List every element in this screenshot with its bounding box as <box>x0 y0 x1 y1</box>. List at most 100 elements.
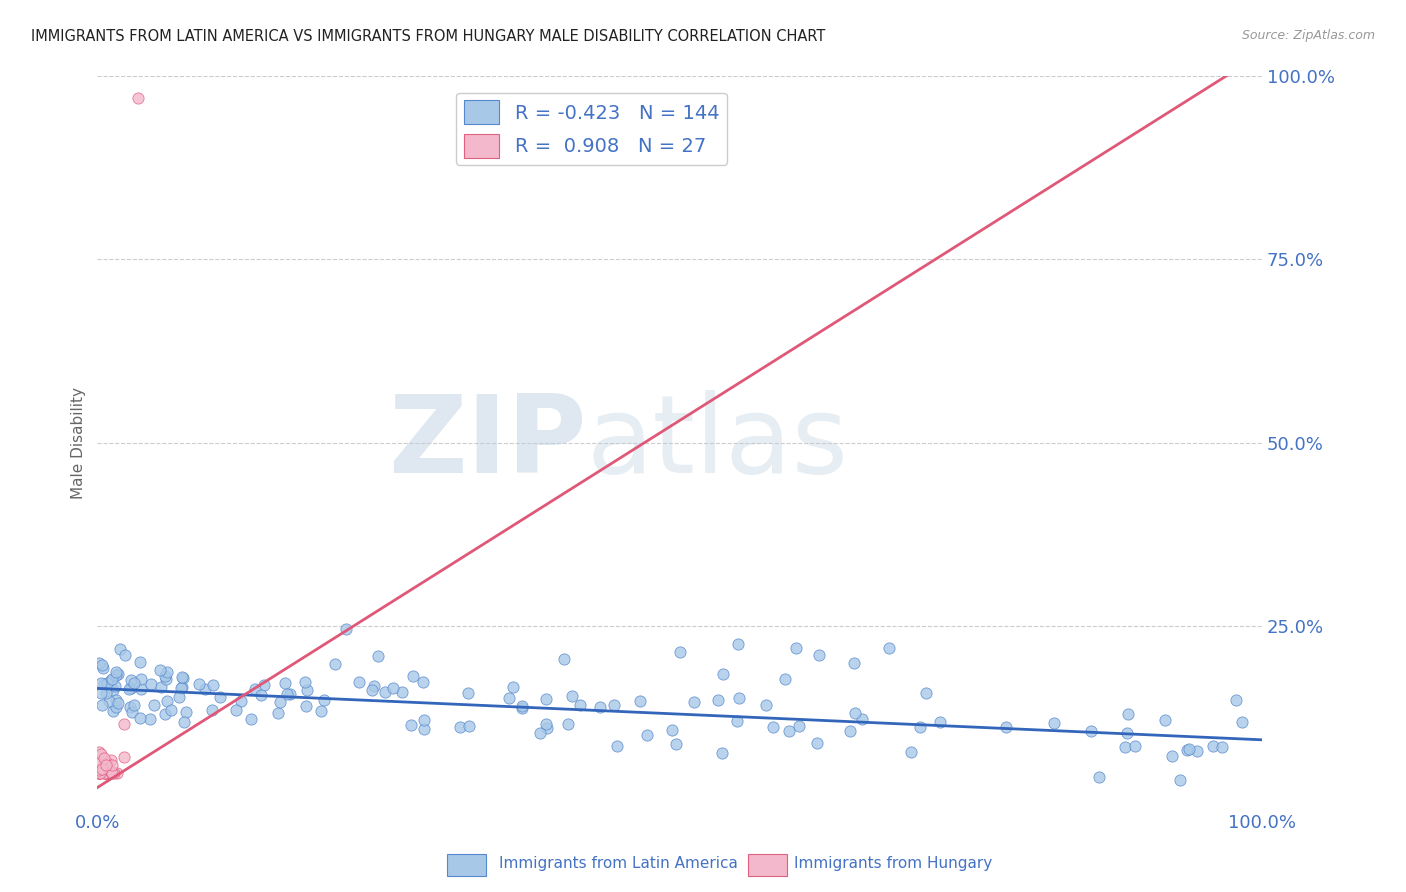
Point <box>1161 748 1184 763</box>
Point <box>89 755 111 769</box>
Point <box>294 675 316 690</box>
Point <box>502 681 524 695</box>
Point <box>382 681 405 695</box>
Point <box>96 756 118 771</box>
Point <box>1114 739 1136 754</box>
Point <box>412 722 434 736</box>
Point <box>100 764 122 778</box>
Point <box>172 671 194 685</box>
Text: Immigrants from Hungary: Immigrants from Hungary <box>794 856 993 871</box>
Point <box>374 684 396 698</box>
Legend: R = -0.423   N = 144, R =  0.908   N = 27: R = -0.423 N = 144, R = 0.908 N = 27 <box>457 93 727 165</box>
Point <box>536 716 558 731</box>
Point <box>787 718 810 732</box>
Point <box>808 648 831 663</box>
Point <box>149 664 172 678</box>
Point <box>93 765 115 780</box>
Point <box>553 652 575 666</box>
Point <box>120 673 142 688</box>
Point <box>1080 723 1102 738</box>
Point <box>1153 713 1175 727</box>
Point <box>806 736 828 750</box>
Point <box>775 673 797 687</box>
Point <box>208 690 231 705</box>
Point <box>908 720 931 734</box>
Point <box>89 765 111 780</box>
Point <box>107 696 129 710</box>
Point <box>844 656 866 670</box>
Point <box>101 765 124 780</box>
Point <box>202 678 225 692</box>
Point <box>94 765 117 780</box>
Point <box>309 705 332 719</box>
Point <box>155 673 177 687</box>
Point <box>90 676 112 690</box>
Point <box>153 668 176 682</box>
Text: IMMIGRANTS FROM LATIN AMERICA VS IMMIGRANTS FROM HUNGARY MALE DISABILITY CORRELA: IMMIGRANTS FROM LATIN AMERICA VS IMMIGRA… <box>31 29 825 44</box>
Point <box>114 648 136 663</box>
Point <box>457 719 479 733</box>
Point <box>914 685 936 699</box>
Point <box>94 758 117 772</box>
Point <box>153 706 176 721</box>
Point <box>108 642 131 657</box>
Point <box>87 764 110 778</box>
Point <box>150 680 173 694</box>
Point <box>498 690 520 705</box>
Point <box>118 681 141 696</box>
Point <box>129 682 152 697</box>
Point <box>412 674 434 689</box>
Point <box>172 680 194 694</box>
Point <box>510 701 533 715</box>
Point <box>245 682 267 697</box>
Point <box>561 690 583 704</box>
Point <box>128 655 150 669</box>
Point <box>1187 744 1209 758</box>
Point <box>170 681 193 695</box>
Point <box>877 641 900 656</box>
Point <box>536 691 558 706</box>
Point <box>1225 692 1247 706</box>
Point <box>96 765 118 780</box>
Point <box>122 698 145 712</box>
Point <box>778 723 800 738</box>
Point <box>100 765 122 780</box>
Point <box>269 695 291 709</box>
Point <box>129 711 152 725</box>
Point <box>100 758 122 772</box>
Point <box>725 714 748 728</box>
Point <box>156 694 179 708</box>
Point <box>100 753 122 767</box>
Point <box>139 712 162 726</box>
Point <box>87 765 110 780</box>
Point <box>120 681 142 695</box>
Point <box>391 685 413 699</box>
Point <box>160 702 183 716</box>
Point <box>457 686 479 700</box>
Point <box>1123 739 1146 754</box>
Point <box>838 723 860 738</box>
Point <box>449 720 471 734</box>
Point <box>87 765 110 780</box>
Point <box>105 692 128 706</box>
Point <box>89 765 111 780</box>
Point <box>112 716 135 731</box>
Point <box>101 682 124 697</box>
Point <box>93 751 115 765</box>
Point <box>101 704 124 718</box>
Point <box>96 765 118 780</box>
Point <box>174 705 197 719</box>
Point <box>90 657 112 672</box>
Y-axis label: Male Disability: Male Disability <box>72 386 86 499</box>
Point <box>267 706 290 720</box>
Point <box>1178 741 1201 756</box>
Point <box>96 676 118 690</box>
Point <box>312 693 335 707</box>
Point <box>104 665 127 679</box>
Point <box>1211 739 1233 754</box>
Point <box>127 90 149 104</box>
Point <box>93 765 115 780</box>
Point <box>636 728 658 742</box>
Point <box>141 677 163 691</box>
Point <box>93 677 115 691</box>
